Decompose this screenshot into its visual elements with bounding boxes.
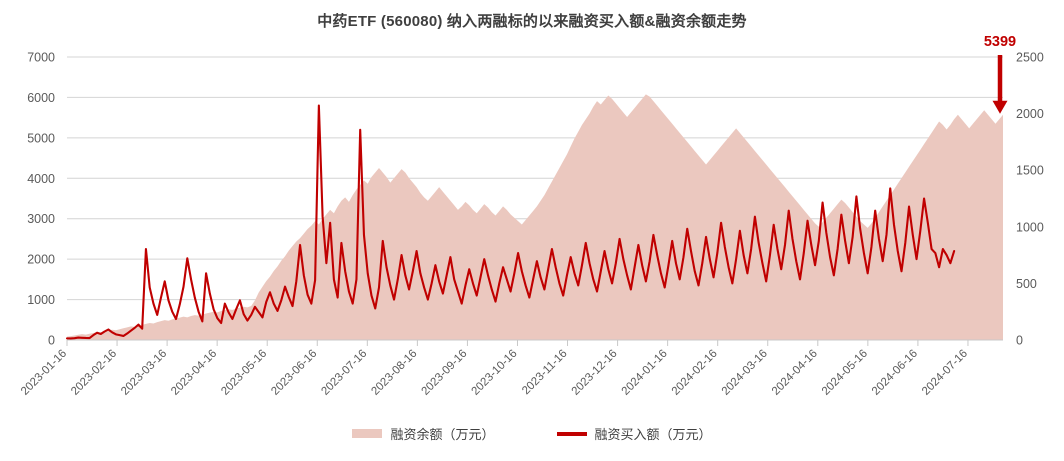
y-right-tick-label: 1000: [1016, 220, 1044, 234]
x-axis: 2023-01-16 2023-02-16 2023-03-16 2023-04-16…: [19, 339, 1003, 398]
chart-legend: 融资余额（万元） 融资买入额（万元）: [0, 424, 1064, 443]
series-area-financing-balance: [67, 94, 1003, 340]
y-left-tick-label: 5000: [27, 131, 55, 145]
legend-item-financing-balance[interactable]: 融资余额（万元）: [352, 424, 495, 443]
area-path: [67, 94, 1003, 340]
x-tick-label: 2023-03-16: [119, 348, 169, 398]
line-path: [65, 104, 956, 340]
x-tick-label: 2024-01-16: [620, 348, 670, 398]
x-tick-label: 2023-07-16: [319, 348, 369, 398]
y-right-tick-label: 2000: [1016, 107, 1044, 121]
chart-title: 中药ETF (560080) 纳入两融标的以来融资买入额&融资余额走势: [317, 13, 747, 30]
legend-item-financing-purchase[interactable]: 融资买入额（万元）: [556, 424, 712, 443]
legend-label-financing-balance: 融资余额（万元）: [390, 427, 495, 442]
x-tick-label: 2024-03-16: [720, 348, 770, 398]
x-tick-label: 2023-04-16: [169, 348, 219, 398]
x-tick-label: 2023-11-16: [520, 348, 569, 397]
y-right-tick-label: 1500: [1016, 164, 1044, 178]
x-tick-label: 2023-02-16: [69, 348, 119, 398]
y-right-tick-label: 500: [1016, 277, 1037, 291]
chart-plot-area: 0 1000 2000 3000 4000 5000 6000 7000 0 500 1000 15…: [19, 34, 1044, 398]
line-swatch-icon: [556, 431, 587, 436]
annotation-5399: 5399: [984, 34, 1016, 114]
x-tick-label: 2023-12-16: [570, 348, 620, 398]
y-right-tick-label: 0: [1016, 334, 1023, 348]
x-tick-label: 2023-10-16: [470, 348, 520, 398]
y-left-tick-label: 2000: [27, 253, 55, 267]
y-axis-left: 0 1000 2000 3000 4000 5000 6000 7000: [27, 51, 55, 348]
y-left-tick-label: 3000: [27, 212, 55, 226]
y-left-tick-label: 0: [48, 334, 55, 348]
series-line-financing-purchase: [65, 104, 956, 340]
x-tick-label: 2023-06-16: [269, 348, 319, 398]
annotation-arrow-head: [992, 100, 1008, 114]
x-tick-label: 2024-02-16: [670, 348, 720, 398]
y-left-tick-label: 1000: [27, 293, 55, 307]
annotation-label: 5399: [984, 34, 1016, 50]
x-tick-label: 2023-05-16: [219, 348, 269, 398]
y-right-tick-label: 2500: [1016, 51, 1044, 65]
y-left-tick-label: 7000: [27, 51, 55, 65]
y-left-tick-label: 4000: [27, 172, 55, 186]
y-axis-right: 0 500 1000 1500 2000 2500: [1016, 51, 1044, 348]
x-tick-label: 2023-09-16: [419, 348, 469, 398]
y-left-tick-label: 6000: [27, 91, 55, 105]
x-tick-label: 2024-04-16: [770, 348, 820, 398]
legend-label-financing-purchase: 融资买入额（万元）: [594, 427, 712, 442]
x-tick-label: 2024-07-16: [920, 348, 970, 398]
x-tick-label: 2023-08-16: [369, 348, 419, 398]
area-swatch-icon: [352, 429, 383, 438]
x-tick-label: 2024-06-16: [870, 348, 920, 398]
x-tick-label: 2023-01-16: [19, 348, 69, 398]
x-tick-label: 2024-05-16: [820, 348, 870, 398]
